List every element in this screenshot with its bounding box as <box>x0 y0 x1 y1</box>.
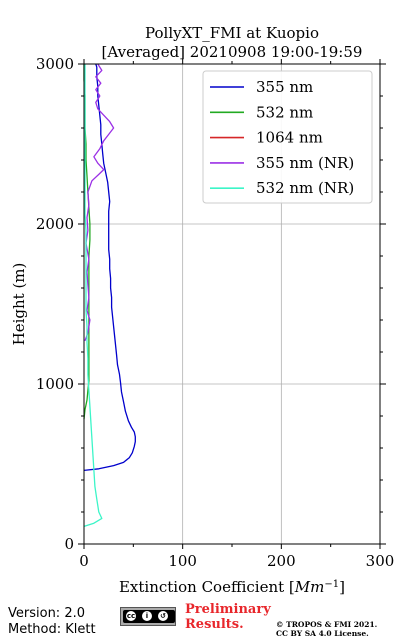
x-axis-label-exponent: −1 <box>324 579 339 590</box>
preliminary-line1: Preliminary <box>185 602 271 617</box>
method-label: Method: Klett <box>8 622 96 637</box>
copyright-line2: CC BY SA 4.0 License. <box>276 629 369 638</box>
legend: 355 nm 532 nm 1064 nm 355 nm (NR) 532 nm (NR… <box>202 70 373 204</box>
extinction-chart: PollyXT_FMI at Kuopio [Averaged] 2021090… <box>10 24 395 596</box>
x-axis-label-close: ] <box>339 578 345 596</box>
copyright-line1: © TROPOS & FMI 2021. <box>276 620 378 629</box>
series-group <box>83 63 136 528</box>
y-tick-label: 3000 <box>36 55 74 73</box>
chart-title-line1: PollyXT_FMI at Kuopio <box>145 24 319 42</box>
preliminary-notice: Preliminary Results. <box>185 602 271 632</box>
series-line-4 <box>83 64 103 528</box>
legend-label-3: 355 nm (NR) <box>256 154 354 172</box>
series-line-3 <box>84 63 115 342</box>
cc-icon: cc <box>125 610 137 622</box>
y-tick-label: 1000 <box>36 375 74 393</box>
by-icon: i <box>141 610 153 622</box>
x-tick-label: 0 <box>79 552 89 570</box>
chart-title-line2: [Averaged] 20210908 19:00-19:59 <box>102 43 363 61</box>
x-axis-label-unit: Mm <box>294 578 325 596</box>
legend-label-0: 355 nm <box>256 78 313 96</box>
y-tick-label: 2000 <box>36 215 74 233</box>
series-line-0 <box>83 63 136 472</box>
legend-box <box>202 70 373 204</box>
y-axis-label: Height (m) <box>10 263 28 346</box>
x-axis-label-text: Extinction Coefficient [ <box>119 578 295 596</box>
x-tick-label: 200 <box>267 552 296 570</box>
x-axis-label: Extinction Coefficient [Mm−1] <box>119 578 345 596</box>
legend-label-2: 1064 nm <box>256 129 323 147</box>
version-label: Version: 2.0 <box>8 606 85 621</box>
x-tick-label: 300 <box>366 552 395 570</box>
cc-license-badge: cc i ↺ <box>120 607 176 626</box>
y-tick-label: 0 <box>64 535 74 553</box>
sa-icon: ↺ <box>157 610 169 622</box>
preliminary-line2: Results. <box>185 617 244 632</box>
x-tick-label: 100 <box>168 552 197 570</box>
legend-label-1: 532 nm <box>256 103 313 121</box>
copyright-notice: © TROPOS & FMI 2021. CC BY SA 4.0 Licens… <box>276 620 377 638</box>
legend-label-4: 532 nm (NR) <box>256 179 354 197</box>
